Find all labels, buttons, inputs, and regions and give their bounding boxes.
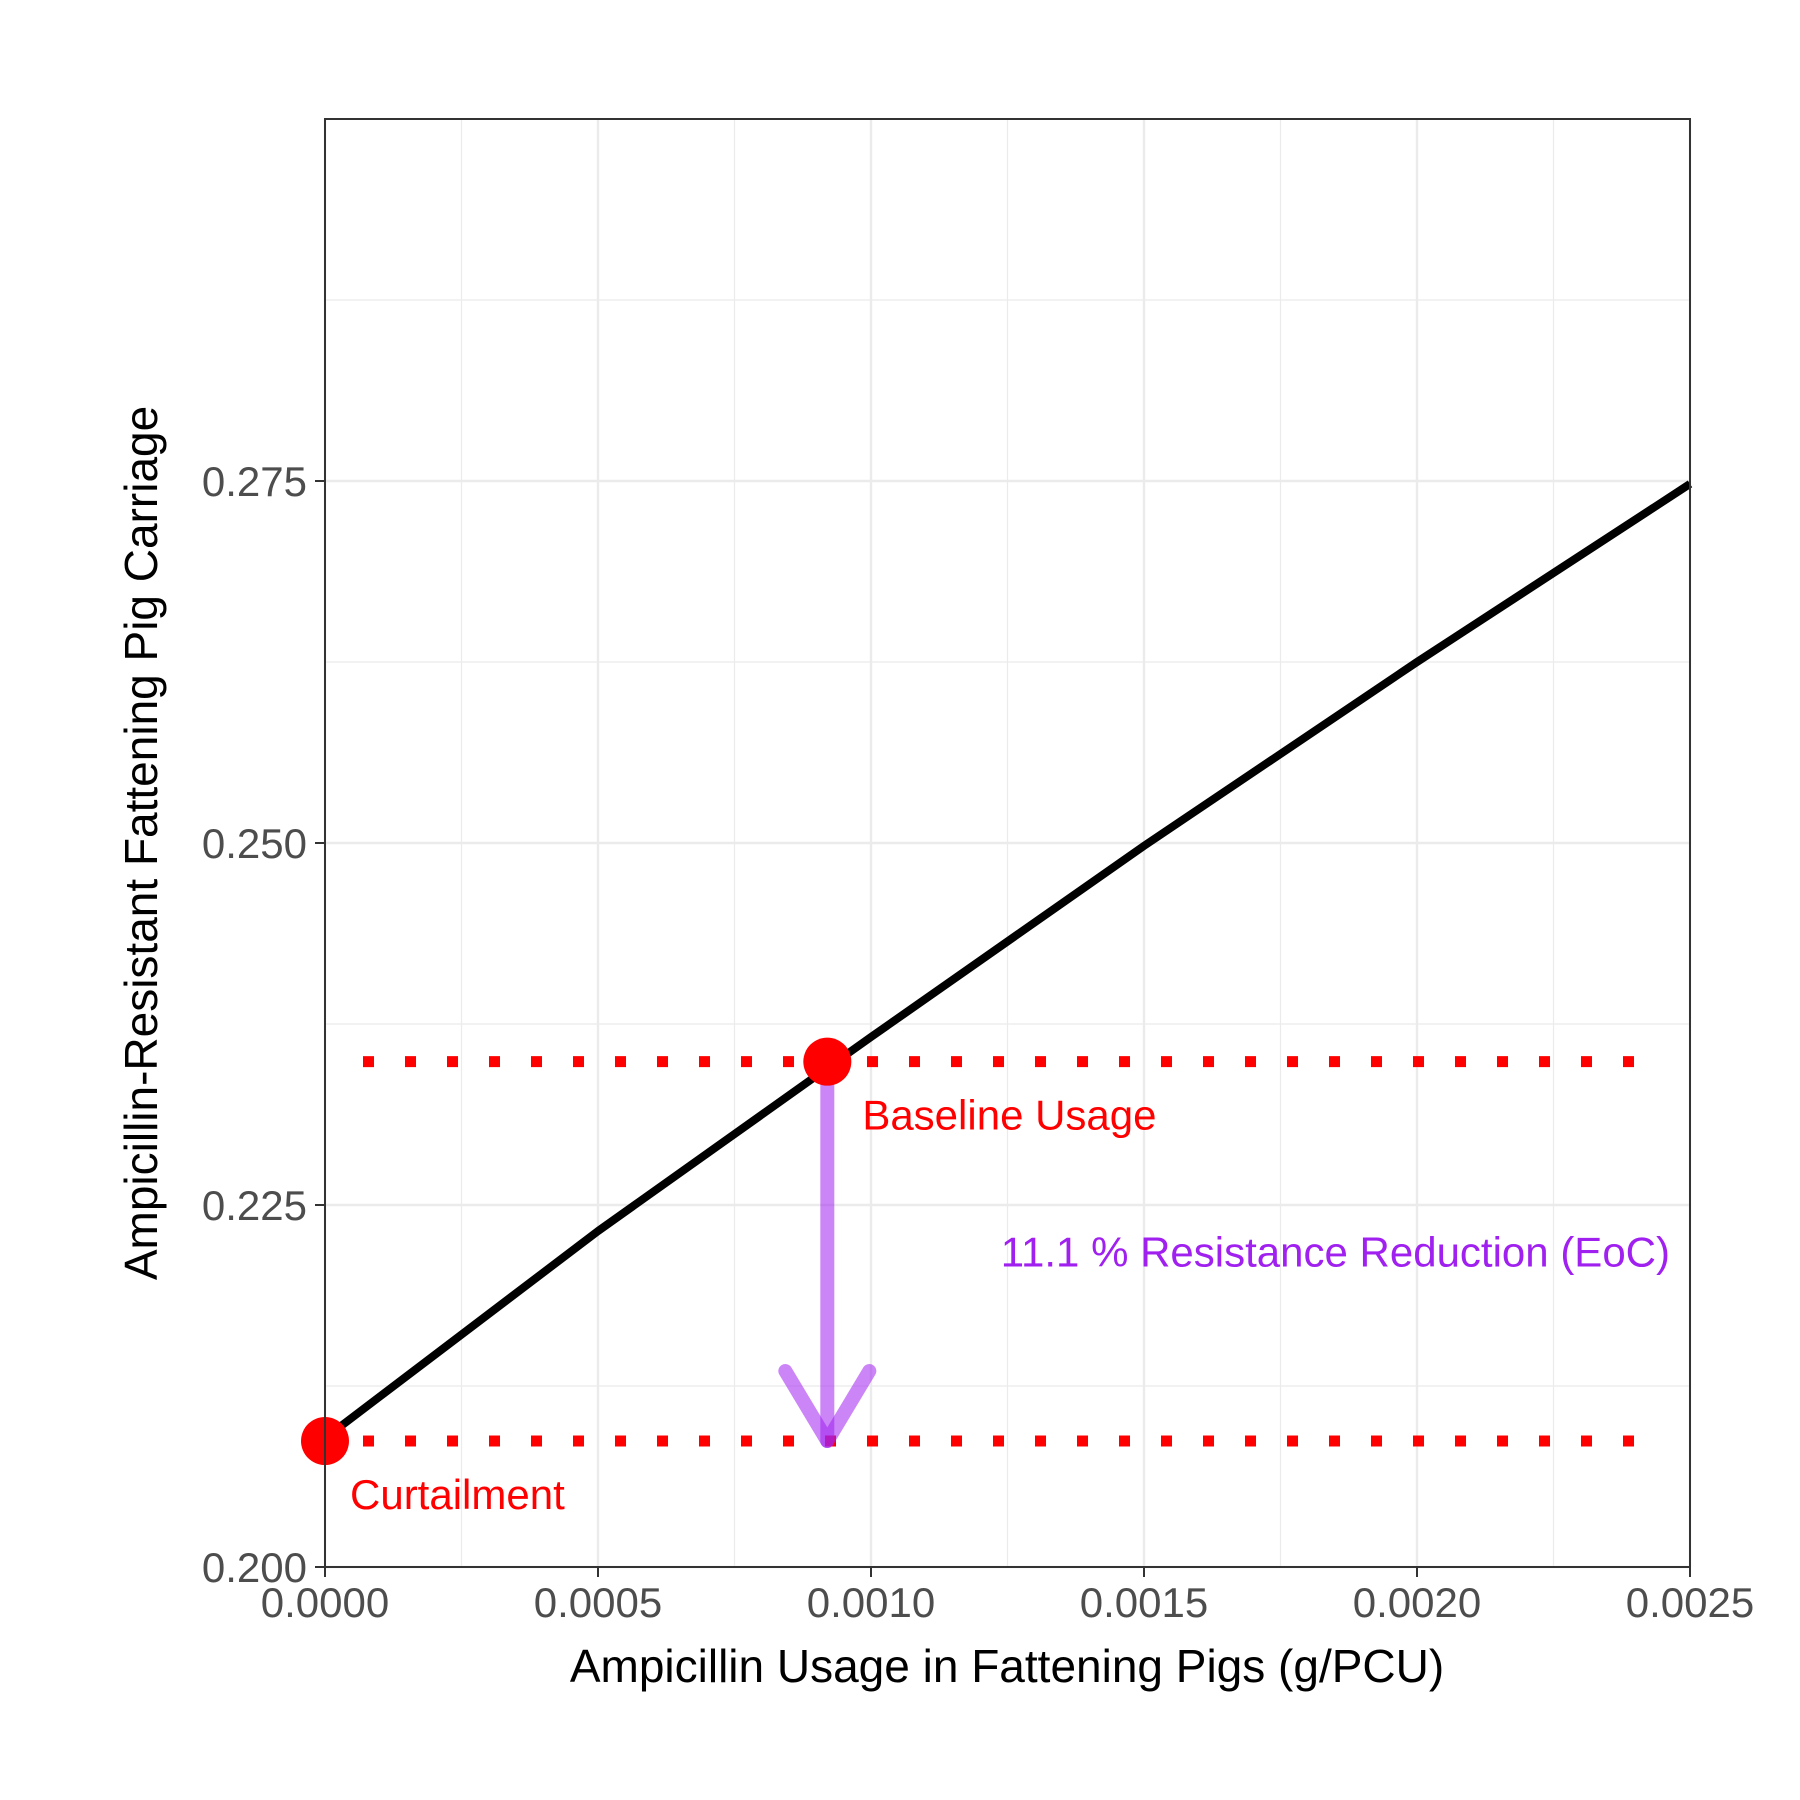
x-tick-label: 0.0000: [261, 1579, 389, 1626]
x-tick-label: 0.0020: [1353, 1579, 1481, 1626]
y-axis: 0.200 0.225 0.250 0.275: [202, 458, 325, 1591]
reduction-arrow: [778, 1054, 877, 1449]
arrow-head: [778, 1364, 877, 1449]
point-label: Curtailment: [350, 1471, 565, 1518]
x-tick-label: 0.0025: [1626, 1579, 1754, 1626]
x-axis-title: Ampicillin Usage in Fattening Pigs (g/PC…: [570, 1640, 1444, 1692]
x-tick-label: 0.0005: [534, 1579, 662, 1626]
arrow-label: 11.1 % Resistance Reduction (EoC): [1001, 1228, 1670, 1275]
point-label: Baseline Usage: [862, 1092, 1156, 1139]
reference-lines: [363, 1056, 1665, 1447]
x-tick-label: 0.0015: [1080, 1579, 1208, 1626]
annotations: Baseline Usage Curtailment 11.1 % Resistan…: [350, 1092, 1670, 1518]
y-tick-label: 0.250: [202, 820, 307, 867]
series-line: [322, 480, 1693, 1442]
y-tick-label: 0.275: [202, 458, 307, 505]
x-axis: 0.0000 0.0005 0.0010 0.0015 0.0020 0.0025: [261, 1567, 1754, 1626]
series-layer: [322, 480, 1693, 1442]
highlight-point: [803, 1037, 852, 1086]
y-tick-label: 0.200: [202, 1544, 307, 1591]
x-tick-label: 0.0010: [807, 1579, 935, 1626]
y-axis-title: Ampicillin-Resistant Fattening Pig Carri…: [115, 406, 167, 1280]
y-tick-label: 0.225: [202, 1182, 307, 1229]
